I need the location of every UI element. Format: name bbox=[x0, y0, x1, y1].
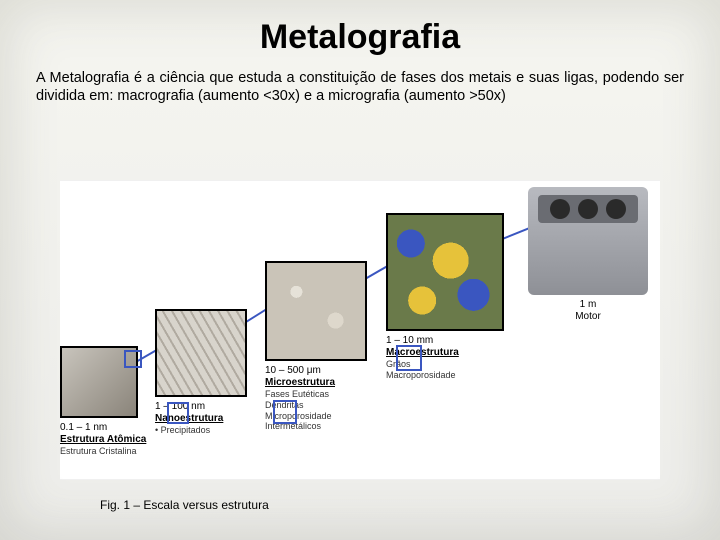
page-title: Metalografia bbox=[0, 0, 720, 69]
panel-scale: 0.1 – 1 nm bbox=[60, 422, 146, 434]
panel-nanostructure: 1 – 100 nm Nanoestrutura • Precipitados bbox=[155, 309, 247, 436]
engine-block-icon bbox=[528, 187, 648, 295]
panel-image bbox=[60, 346, 138, 418]
panel-image bbox=[265, 261, 367, 361]
panel-name: Estrutura Atômica bbox=[60, 434, 146, 446]
panel-image bbox=[155, 309, 247, 397]
panel-image bbox=[528, 187, 648, 295]
panel-atomic-structure: 0.1 – 1 nm Estrutura Atômica Estrutura C… bbox=[60, 346, 146, 457]
panel-motor: 1 m Motor bbox=[528, 187, 648, 323]
panel-scale: 1 m bbox=[528, 299, 648, 311]
panel-sub: Estrutura Cristalina bbox=[60, 446, 146, 457]
panel-macrostructure: 1 – 10 mm Macroestrutura Grãos Macroporo… bbox=[386, 213, 504, 381]
panel-name: Motor bbox=[528, 311, 648, 323]
panel-image bbox=[386, 213, 504, 331]
panel-microstructure: 10 – 500 μm Microestrutura Fases Eutétic… bbox=[265, 261, 367, 432]
figure-scale-diagram: 0.1 – 1 nm Estrutura Atômica Estrutura C… bbox=[60, 180, 660, 480]
panel-scale: 10 – 500 μm bbox=[265, 365, 367, 377]
figure-caption: Fig. 1 – Escala versus estrutura bbox=[100, 498, 269, 512]
panel-sub: • Precipitados bbox=[155, 425, 247, 436]
panel-name: Microestrutura bbox=[265, 377, 367, 389]
intro-paragraph: A Metalografia é a ciência que estuda a … bbox=[0, 69, 720, 105]
